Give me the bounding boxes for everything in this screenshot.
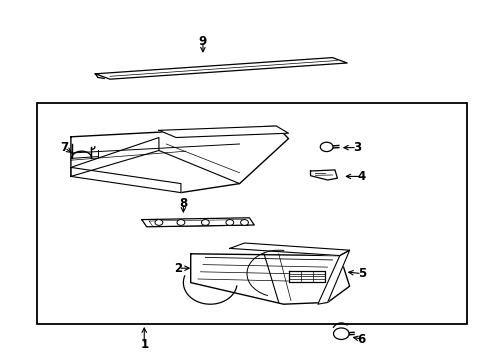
Circle shape: [320, 142, 332, 152]
Polygon shape: [95, 58, 346, 79]
Bar: [37, 103, 466, 324]
Text: 3: 3: [352, 141, 360, 154]
Text: 5: 5: [357, 267, 365, 280]
Circle shape: [225, 220, 233, 225]
Circle shape: [201, 220, 209, 225]
Circle shape: [177, 220, 184, 225]
Polygon shape: [71, 138, 159, 176]
Text: 6: 6: [357, 333, 365, 346]
Circle shape: [240, 220, 248, 225]
Text: 9: 9: [199, 35, 206, 48]
Polygon shape: [229, 243, 349, 256]
Polygon shape: [317, 250, 349, 304]
Polygon shape: [159, 126, 288, 138]
Polygon shape: [71, 126, 288, 193]
Polygon shape: [288, 271, 325, 282]
Text: 2: 2: [174, 262, 182, 275]
Text: 8: 8: [179, 197, 187, 210]
Polygon shape: [190, 254, 349, 304]
Circle shape: [155, 220, 163, 225]
Text: 1: 1: [140, 338, 148, 351]
Text: 4: 4: [357, 170, 365, 183]
Circle shape: [333, 328, 348, 339]
Polygon shape: [310, 170, 337, 180]
Text: 7: 7: [61, 141, 68, 154]
Polygon shape: [142, 218, 254, 227]
Polygon shape: [71, 167, 181, 193]
